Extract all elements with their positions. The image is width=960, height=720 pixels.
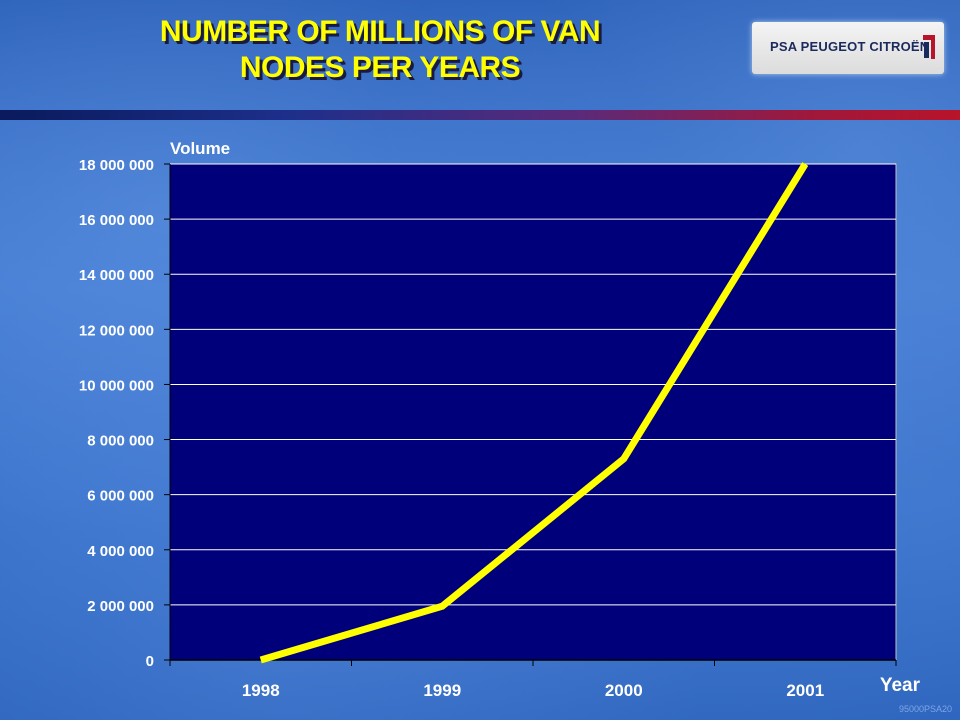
y-axis-label: Volume [170, 139, 230, 158]
logo-flag-icon [923, 35, 935, 59]
chart-title-line-1: NUMBER OF MILLIONS OF VAN [159, 15, 601, 48]
chart-title: NUMBER OF MILLIONS OF VAN NODES PER YEAR… [110, 14, 650, 86]
y-tick-label: 10 000 000 [79, 377, 154, 394]
x-tick-label: 2001 [786, 681, 824, 700]
y-tick-label: 14 000 000 [79, 267, 154, 284]
y-tick-label: 12 000 000 [79, 322, 154, 339]
y-tick-label: 2 000 000 [87, 598, 154, 615]
plot-area [169, 163, 897, 661]
logo-text: PSA PEUGEOT CITROËN [770, 39, 930, 54]
x-tick-label: 1998 [242, 681, 280, 700]
x-tick-label: 1999 [423, 681, 461, 700]
footer-code: 95000PSA20 [898, 704, 952, 714]
y-tick-label: 8 000 000 [87, 433, 154, 450]
psa-logo: PSA PEUGEOT CITROËN [752, 22, 944, 74]
x-tick-label: 2000 [605, 681, 643, 700]
chart-title-line-2: NODES PER YEARS [239, 51, 521, 84]
x-axis-label: Year [880, 675, 921, 696]
y-tick-label: 0 [146, 653, 154, 670]
y-tick-label: 4 000 000 [87, 543, 154, 560]
y-tick-label: 6 000 000 [87, 488, 154, 505]
series-line [259, 162, 809, 664]
y-tick-label: 18 000 000 [79, 157, 154, 174]
header-divider-bar [0, 110, 960, 120]
y-tick-label: 16 000 000 [79, 212, 154, 229]
